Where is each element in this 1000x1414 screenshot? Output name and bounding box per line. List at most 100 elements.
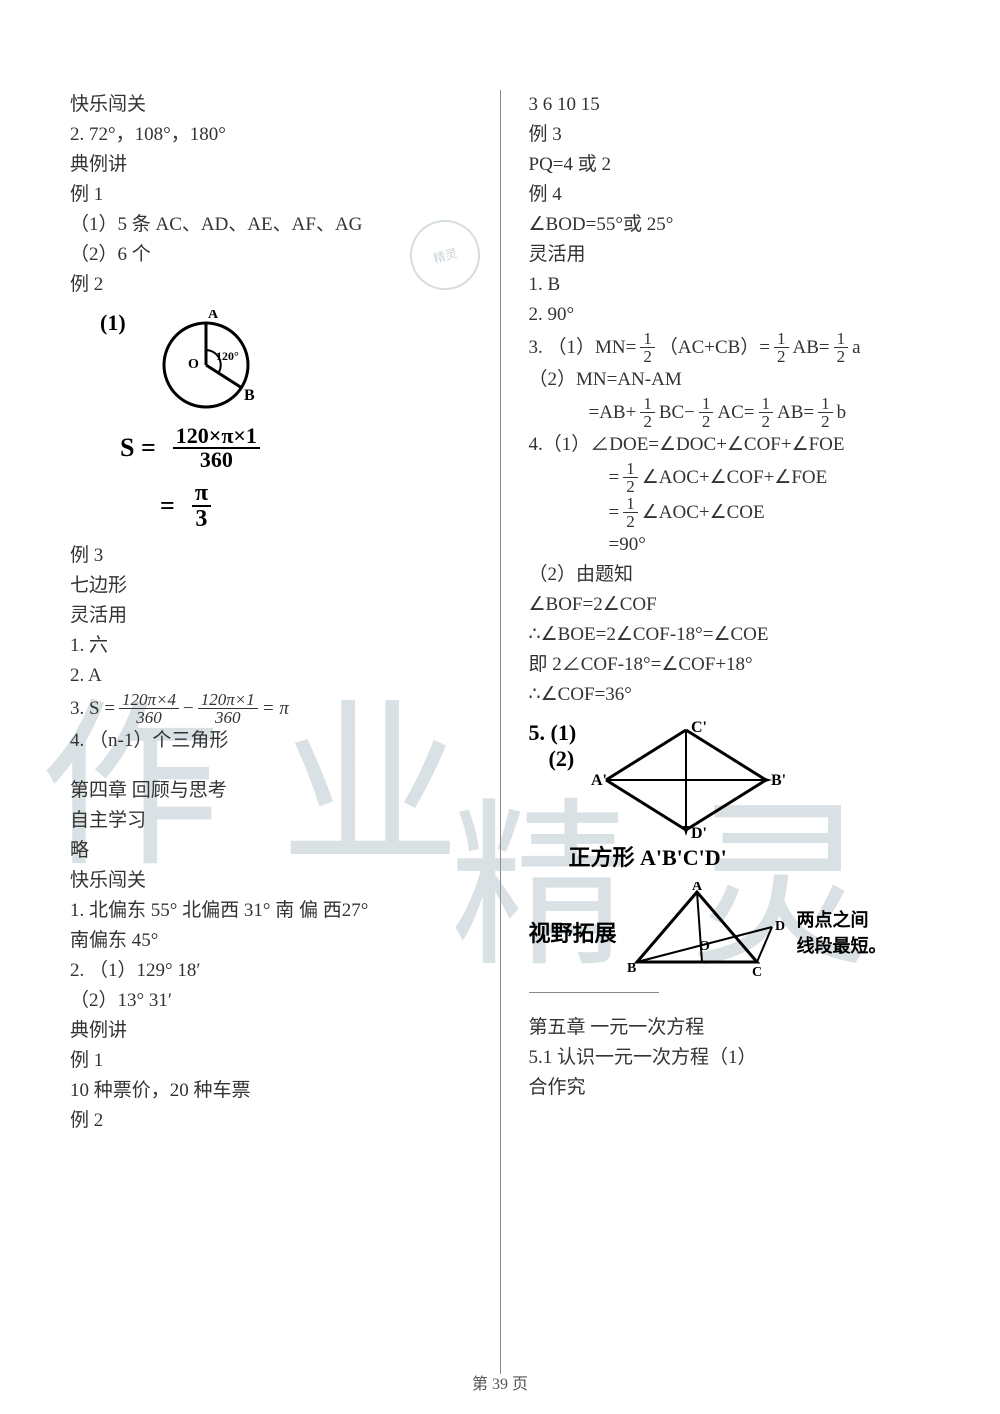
text-line: =AB+ 12 BC− 12 AC= 12 AB= 12 b: [529, 395, 931, 430]
circle-diagram: A O B 120°: [146, 310, 276, 420]
text-line: 典例讲: [70, 1016, 472, 1046]
text-line: 4. （n-1）个三角形: [70, 726, 472, 756]
frac-num: 120π×4: [119, 691, 179, 709]
sketch-label: (1): [100, 310, 126, 336]
n: 1: [818, 395, 833, 413]
text-line: 例 2: [70, 1106, 472, 1136]
text-line: 1. 六: [70, 631, 472, 661]
triangle-diagram: A B C D O: [627, 882, 787, 982]
text-line: PQ=4 或 2: [529, 150, 931, 180]
text-line: （2）由题知: [529, 560, 931, 590]
svg-text:O: O: [188, 357, 199, 372]
m: BC−: [659, 398, 695, 428]
text-line: 灵活用: [529, 240, 931, 270]
mid: AB=: [793, 333, 830, 363]
n: 1: [774, 330, 789, 348]
text-line: 3. S = 120π×4 360 − 120π×1 360 = π: [70, 691, 472, 726]
text-line: 自主学习: [70, 806, 472, 836]
text-line: （2）13° 31′: [70, 986, 472, 1016]
svg-text:D': D': [691, 825, 707, 840]
page-container: 快乐闯关 2. 72°，108°，180° 典例讲 例 1 （1）5 条 AC、…: [0, 0, 1000, 1414]
post: a: [852, 333, 860, 363]
frac-den: 3: [192, 507, 210, 531]
svg-text:B: B: [627, 961, 636, 976]
column-divider: [500, 90, 501, 1374]
text-line: 3. （1）MN= 12 （AC+CB）= 12 AB= 12 a: [529, 330, 931, 365]
n: 1: [834, 330, 849, 348]
n: 1: [623, 495, 638, 513]
text-line: 第四章 回顾与思考: [70, 776, 472, 806]
text-line: 七边形: [70, 571, 472, 601]
frac-num: 120×π×1: [173, 425, 260, 449]
text-line: 例 4: [529, 180, 931, 210]
d: 2: [623, 513, 638, 530]
svg-text:B': B': [771, 772, 786, 789]
sketch-rhombus: 5. (1) (2) A' B' C' D': [529, 720, 931, 872]
hr: [529, 992, 659, 993]
note1: 两点之间: [797, 906, 887, 932]
svg-text:D: D: [775, 919, 785, 934]
svg-text:O: O: [699, 939, 710, 954]
text-line: = 12 ∠AOC+∠COE: [529, 495, 931, 530]
frac-den: 360: [212, 709, 244, 726]
d: 2: [818, 413, 833, 430]
mid: （AC+CB）=: [659, 333, 770, 363]
d: 2: [834, 348, 849, 365]
text-line: 2. （1）129° 18′: [70, 956, 472, 986]
sketch-circle-sector: (1) A O B 120° S = 120×π×1 360: [70, 310, 472, 531]
d: 2: [640, 413, 655, 430]
frac-num: 120π×1: [198, 691, 258, 709]
text-line: 南偏东 45°: [70, 926, 472, 956]
formula-s: S =: [120, 433, 156, 463]
text-line: 2. 90°: [529, 300, 931, 330]
svg-text:C': C': [691, 720, 707, 736]
text-line: （2）6 个: [70, 240, 472, 270]
n: 1: [699, 395, 714, 413]
formula-prefix: 3. S =: [70, 694, 115, 724]
text-line: 灵活用: [70, 601, 472, 631]
text-line: 例 3: [529, 120, 931, 150]
text-line: 1. B: [529, 270, 931, 300]
text-line: 即 2∠COF-18°=∠COF+18°: [529, 650, 931, 680]
post: ∠AOC+∠COE: [642, 498, 765, 528]
text-line: 快乐闯关: [70, 90, 472, 120]
text-line: 快乐闯关: [70, 866, 472, 896]
svg-text:A: A: [208, 310, 219, 322]
text-line: ∠BOF=2∠COF: [529, 590, 931, 620]
text-line: 5.1 认识一元一次方程（1）: [529, 1043, 931, 1073]
pre: =: [609, 463, 620, 493]
n: 1: [759, 395, 774, 413]
d: 2: [623, 478, 638, 495]
page-footer: 第 39 页: [0, 1370, 1000, 1394]
text-line: ∴∠BOE=2∠COF-18°=∠COE: [529, 620, 931, 650]
text-line: = 12 ∠AOC+∠COF+∠FOE: [529, 460, 931, 495]
text-line: 2. 72°，108°，180°: [70, 120, 472, 150]
text-line: 略: [70, 836, 472, 866]
d: 2: [699, 413, 714, 430]
frac-den: 360: [133, 709, 165, 726]
post: ∠AOC+∠COF+∠FOE: [642, 463, 828, 493]
post: b: [837, 398, 847, 428]
n: 1: [623, 460, 638, 478]
eq-sign: =: [160, 491, 175, 521]
m: AB=: [777, 398, 814, 428]
svg-text:120°: 120°: [216, 349, 239, 363]
sketch5b-label: (2): [529, 746, 577, 772]
text-line: 10 种票价，20 种车票: [70, 1076, 472, 1106]
left-column: 快乐闯关 2. 72°，108°，180° 典例讲 例 1 （1）5 条 AC、…: [70, 90, 472, 1374]
sketch-vision: 视野拓展 A B C D O 两点之间 线段最短。: [529, 882, 931, 982]
svg-text:A: A: [692, 882, 703, 894]
formula-post: = π: [262, 694, 289, 724]
text-line: 典例讲: [70, 150, 472, 180]
text-line: 1. 北偏东 55° 北偏西 31° 南 偏 西27°: [70, 896, 472, 926]
m: AC=: [717, 398, 754, 428]
d: 2: [640, 348, 655, 365]
vision-label: 视野拓展: [529, 916, 617, 948]
minus-sign: −: [183, 694, 194, 724]
text-line: 合作究: [529, 1073, 931, 1103]
sketch5-label: 5. (1): [529, 720, 577, 746]
square-label: 正方形 A'B'C'D': [529, 840, 931, 872]
text-line: ∴∠COF=36°: [529, 680, 931, 710]
text-line: 3 6 10 15: [529, 90, 931, 120]
prefix: 3. （1）MN=: [529, 333, 637, 363]
